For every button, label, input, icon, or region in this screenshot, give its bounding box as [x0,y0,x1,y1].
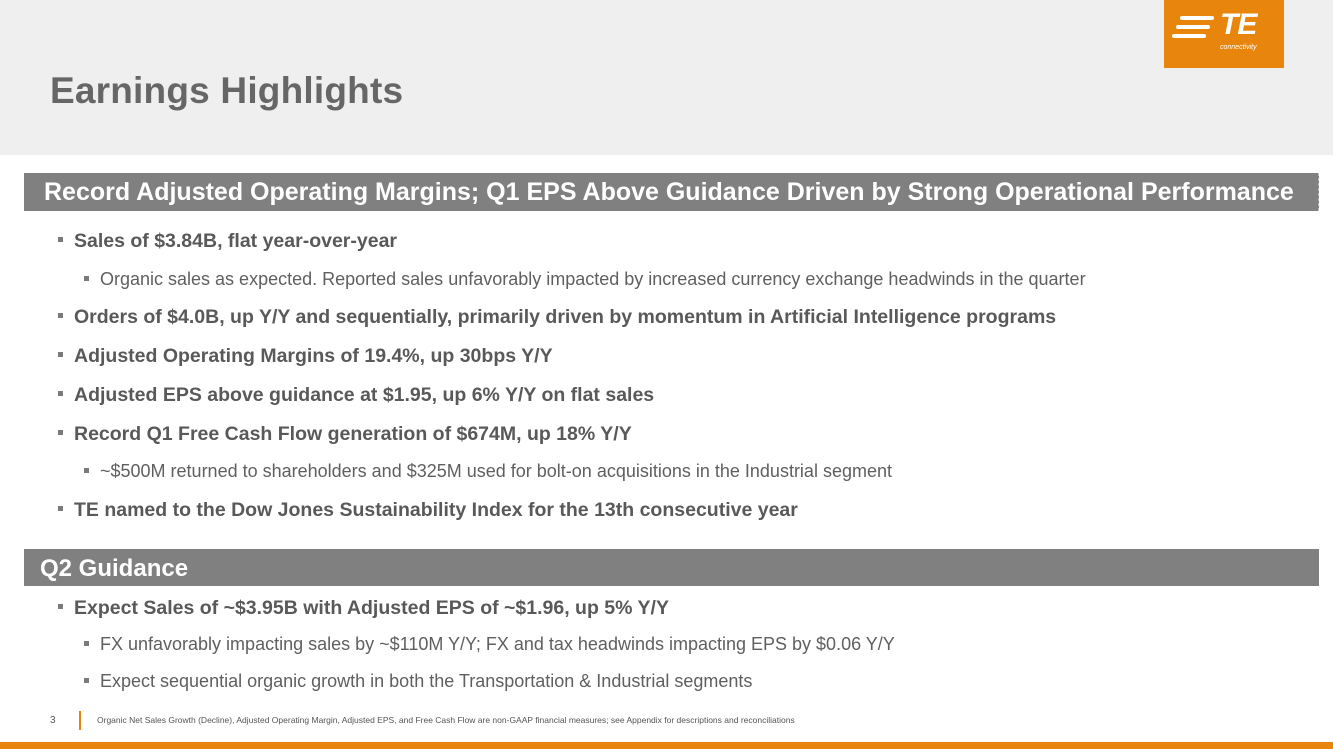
bottom-accent-bar [0,742,1333,749]
logo-stripe [1172,34,1206,38]
bullet-text: ~$500M returned to shareholders and $325… [100,461,892,481]
footer-disclaimer: Organic Net Sales Growth (Decline), Adju… [97,715,795,725]
sub-bullet-item: ~$500M returned to shareholders and $325… [84,461,892,482]
bullet-text: Orders of $4.0B, up Y/Y and sequentially… [74,306,1057,328]
bullet-text: Expect Sales of ~$3.95B with Adjusted EP… [74,597,669,619]
bullet-item: TE named to the Dow Jones Sustainability… [58,499,798,522]
sub-bullet-item: Organic sales as expected. Reported sale… [84,269,1086,290]
square-bullet-icon [58,604,63,610]
section-heading-guidance: Q2 Guidance [24,549,1319,586]
page-number: 3 [50,715,56,726]
section-heading-highlights: Record Adjusted Operating Margins; Q1 EP… [24,173,1319,211]
square-bullet-icon [84,677,89,683]
bullet-item: Sales of $3.84B, flat year-over-year [58,230,397,253]
square-bullet-icon [58,430,63,436]
square-bullet-icon [84,640,89,646]
square-bullet-icon [84,467,89,473]
bullet-item: Record Q1 Free Cash Flow generation of $… [58,423,632,446]
bullet-text: Organic sales as expected. Reported sale… [100,269,1086,289]
te-connectivity-logo: TE connectivity [1164,0,1284,68]
square-bullet-icon [58,391,63,397]
header-band [0,0,1333,155]
logo-stripe [1176,25,1210,29]
square-bullet-icon [58,237,63,243]
bullet-text: Sales of $3.84B, flat year-over-year [74,230,398,252]
bullet-text: TE named to the Dow Jones Sustainability… [74,499,798,521]
bullet-item: Orders of $4.0B, up Y/Y and sequentially… [58,306,1056,329]
bullet-text: FX unfavorably impacting sales by ~$110M… [100,634,895,654]
logo-stripe [1180,16,1214,20]
footer-divider [79,711,81,730]
bullet-text: Adjusted EPS above guidance at $1.95, up… [74,384,655,406]
square-bullet-icon [58,352,63,358]
logo-tagline: connectivity [1220,44,1257,51]
sub-bullet-item: Expect sequential organic growth in both… [84,671,752,692]
bullet-text: Adjusted Operating Margins of 19.4%, up … [74,345,553,367]
square-bullet-icon [58,313,63,319]
bullet-item: Expect Sales of ~$3.95B with Adjusted EP… [58,597,669,620]
bullet-text: Record Q1 Free Cash Flow generation of $… [74,423,632,445]
bullet-item: Adjusted Operating Margins of 19.4%, up … [58,345,553,368]
page-title: Earnings Highlights [50,70,404,111]
bullet-item: Adjusted EPS above guidance at $1.95, up… [58,384,654,407]
bullet-text: Expect sequential organic growth in both… [100,671,753,691]
square-bullet-icon [84,275,89,281]
square-bullet-icon [58,506,63,512]
logo-wordmark: TE [1220,8,1257,41]
sub-bullet-item: FX unfavorably impacting sales by ~$110M… [84,634,895,655]
